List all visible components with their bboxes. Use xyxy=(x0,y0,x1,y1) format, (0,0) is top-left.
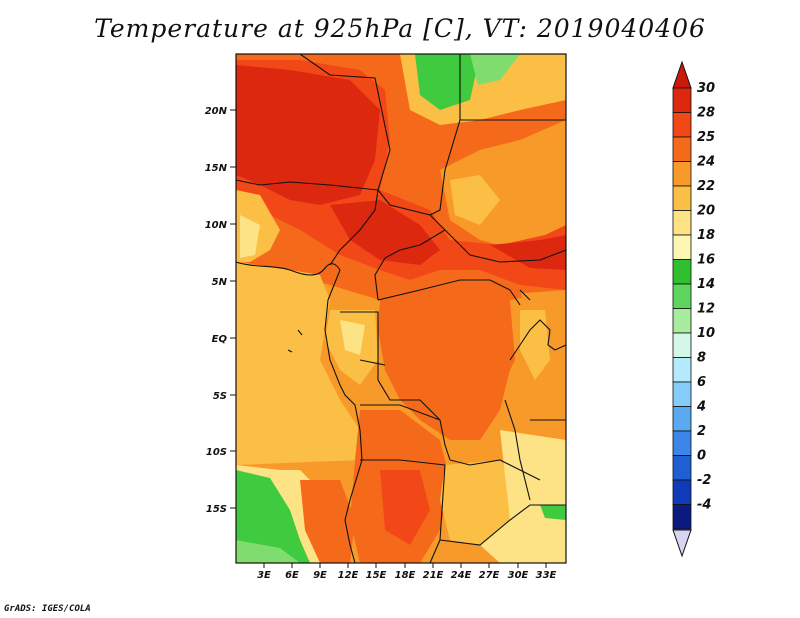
colorbar-label: -2 xyxy=(697,473,711,488)
lat-label-eq: EQ xyxy=(212,334,228,345)
lat-label-5s: 5S xyxy=(213,391,227,402)
colorbar-swatch xyxy=(672,283,692,309)
colorbar-swatch xyxy=(672,357,692,383)
colorbar-top-arrow xyxy=(672,60,692,89)
colorbar-label: 22 xyxy=(697,179,715,194)
colorbar-label: 2 xyxy=(697,424,706,439)
lon-label-3e: 3E xyxy=(257,570,271,581)
colorbar-label: 0 xyxy=(697,449,706,464)
colorbar-swatch xyxy=(672,136,692,162)
colorbar-label: 24 xyxy=(697,155,715,170)
colorbar-swatch xyxy=(672,406,692,432)
colorbar-swatch xyxy=(672,210,692,236)
colorbar-swatch xyxy=(672,479,692,505)
colorbar-label: -4 xyxy=(697,498,711,513)
colorbar-label: 6 xyxy=(697,375,706,390)
colorbar-swatch xyxy=(672,430,692,456)
colorbar-swatch xyxy=(672,455,692,481)
lon-label-15e: 15E xyxy=(366,570,387,581)
colorbar-swatch xyxy=(672,185,692,211)
lat-label-10s: 10S xyxy=(206,447,227,458)
colorbar-label: 25 xyxy=(697,130,715,145)
lon-label-18e: 18E xyxy=(395,570,416,581)
lon-label-33e: 33E xyxy=(536,570,557,581)
colorbar-label: 10 xyxy=(697,326,715,341)
colorbar-label: 30 xyxy=(697,81,715,96)
colorbar-bottom-arrow xyxy=(672,529,692,558)
colorbar-label: 4 xyxy=(696,400,706,415)
latitude-axis: 20N 15N 10N 5N EQ 5S 10S 15S xyxy=(205,106,236,515)
colorbar-label: 14 xyxy=(697,277,715,292)
grads-credit: GrADS: IGES/COLA xyxy=(4,604,91,614)
colorbar-swatch xyxy=(672,234,692,260)
lon-label-9e: 9E xyxy=(313,570,327,581)
colorbar-label: 8 xyxy=(697,351,706,366)
colorbar-swatch xyxy=(672,161,692,187)
map-title: Temperature at 925hPa [C], VT: 201904040… xyxy=(94,14,706,43)
lon-label-24e: 24E xyxy=(451,570,472,581)
temperature-field xyxy=(236,54,566,563)
colorbar-swatch xyxy=(672,504,692,530)
colorbar-swatches xyxy=(672,87,692,530)
colorbar-swatch xyxy=(672,332,692,358)
lon-label-30e: 30E xyxy=(508,570,529,581)
colorbar-swatch xyxy=(672,308,692,334)
colorbar-swatch xyxy=(672,87,692,113)
colorbar-label: 12 xyxy=(697,302,715,317)
colorbar-label: 28 xyxy=(697,106,715,121)
lat-label-15s: 15S xyxy=(206,504,227,515)
colorbar-swatch xyxy=(672,381,692,407)
lon-label-6e: 6E xyxy=(285,570,299,581)
lon-label-27e: 27E xyxy=(479,570,500,581)
colorbar-swatch xyxy=(672,112,692,138)
colorbar-label: 20 xyxy=(697,204,715,219)
lon-label-21e: 21E xyxy=(423,570,444,581)
lon-label-12e: 12E xyxy=(338,570,359,581)
lat-label-15n: 15N xyxy=(205,163,228,174)
lat-label-20n: 20N xyxy=(205,106,228,117)
lat-label-5n: 5N xyxy=(212,277,228,288)
country-borders xyxy=(236,54,566,563)
colorbar-label: 16 xyxy=(697,253,715,268)
longitude-axis: 3E 6E 9E 12E 15E 18E 21E 24E 27E 30E 33E xyxy=(257,563,557,581)
colorbar-label: 18 xyxy=(697,228,715,243)
colorbar-swatch xyxy=(672,259,692,285)
lat-label-10n: 10N xyxy=(205,220,228,231)
map-frame xyxy=(235,53,567,564)
